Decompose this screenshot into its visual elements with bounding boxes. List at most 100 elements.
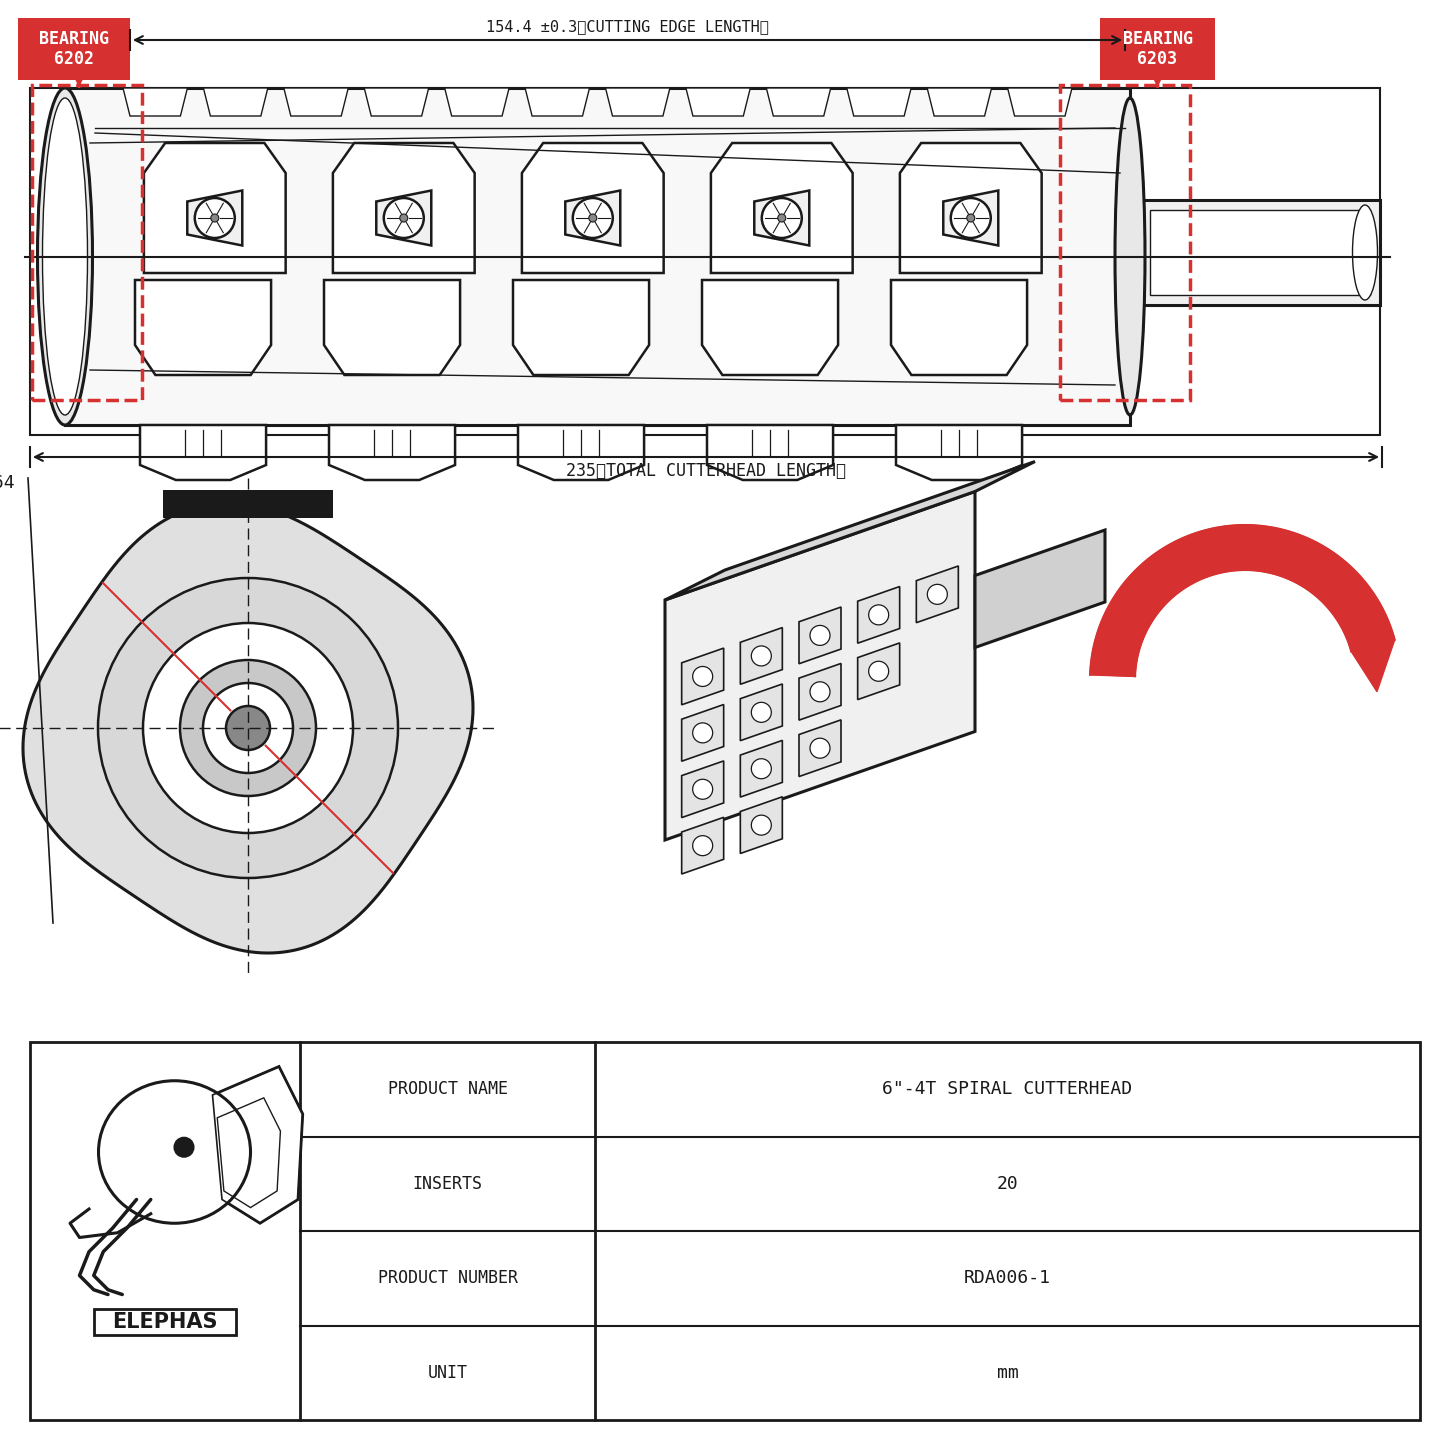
Ellipse shape <box>1353 205 1377 301</box>
Bar <box>163 490 332 517</box>
Polygon shape <box>565 191 620 246</box>
Polygon shape <box>324 280 460 376</box>
Text: ELEPHAS: ELEPHAS <box>113 1312 218 1332</box>
Bar <box>65 88 1130 425</box>
Text: BEARING
6202: BEARING 6202 <box>39 29 108 68</box>
Ellipse shape <box>42 98 88 415</box>
Bar <box>1150 210 1370 295</box>
Circle shape <box>692 779 712 799</box>
Polygon shape <box>740 627 782 685</box>
Circle shape <box>400 214 407 223</box>
Polygon shape <box>134 280 272 376</box>
Polygon shape <box>799 720 841 776</box>
Bar <box>1061 85 1191 400</box>
Polygon shape <box>364 88 429 116</box>
Polygon shape <box>445 88 509 116</box>
Text: INSERTS: INSERTS <box>412 1175 483 1192</box>
Circle shape <box>762 198 802 238</box>
Polygon shape <box>522 143 663 273</box>
Polygon shape <box>707 425 834 480</box>
Polygon shape <box>892 280 1027 376</box>
Text: 20: 20 <box>997 1175 1019 1192</box>
Ellipse shape <box>1116 98 1144 415</box>
Circle shape <box>751 759 772 779</box>
Circle shape <box>143 623 353 832</box>
Circle shape <box>951 198 991 238</box>
Polygon shape <box>847 88 912 116</box>
Circle shape <box>811 682 829 702</box>
Polygon shape <box>123 88 188 116</box>
Circle shape <box>98 578 397 879</box>
Polygon shape <box>858 587 900 643</box>
Bar <box>1130 199 1380 305</box>
Polygon shape <box>140 425 266 480</box>
Text: 235（TOTAL CUTTERHEAD LENGTH）: 235（TOTAL CUTTERHEAD LENGTH） <box>566 462 845 480</box>
Circle shape <box>572 198 613 238</box>
Polygon shape <box>702 280 838 376</box>
Polygon shape <box>665 491 975 840</box>
Polygon shape <box>332 143 474 273</box>
Circle shape <box>692 666 712 686</box>
Polygon shape <box>1007 88 1072 116</box>
Circle shape <box>181 660 316 796</box>
Polygon shape <box>376 191 431 246</box>
Bar <box>94 1309 236 1335</box>
Polygon shape <box>686 88 750 116</box>
Polygon shape <box>896 425 1022 480</box>
Text: 6"-4T SPIRAL CUTTERHEAD: 6"-4T SPIRAL CUTTERHEAD <box>883 1081 1133 1098</box>
Polygon shape <box>144 143 286 273</box>
Polygon shape <box>682 818 724 874</box>
Circle shape <box>692 835 712 855</box>
Polygon shape <box>329 425 455 480</box>
Polygon shape <box>188 191 243 246</box>
Circle shape <box>967 214 975 223</box>
Text: PRODUCT NAME: PRODUCT NAME <box>387 1081 507 1098</box>
Circle shape <box>225 707 270 750</box>
Text: UNIT: UNIT <box>428 1364 468 1381</box>
Circle shape <box>211 214 218 223</box>
Polygon shape <box>740 796 782 854</box>
Polygon shape <box>1090 525 1394 676</box>
Circle shape <box>751 702 772 722</box>
Bar <box>32 85 142 400</box>
Polygon shape <box>665 461 1035 600</box>
Circle shape <box>384 198 423 238</box>
Text: RDA006-1: RDA006-1 <box>964 1269 1051 1287</box>
Ellipse shape <box>98 1081 250 1224</box>
Polygon shape <box>525 88 590 116</box>
Polygon shape <box>513 280 649 376</box>
Polygon shape <box>900 143 1042 273</box>
Bar <box>1100 17 1215 79</box>
Polygon shape <box>23 503 473 954</box>
Circle shape <box>692 722 712 743</box>
Text: PRODUCT NUMBER: PRODUCT NUMBER <box>377 1269 517 1287</box>
Circle shape <box>588 214 597 223</box>
Polygon shape <box>517 425 644 480</box>
Text: BEARING
6203: BEARING 6203 <box>1123 29 1192 68</box>
Polygon shape <box>204 88 267 116</box>
Circle shape <box>175 1137 194 1157</box>
Polygon shape <box>682 705 724 762</box>
Text: 154.4 ±0.3（CUTTING EDGE LENGTH）: 154.4 ±0.3（CUTTING EDGE LENGTH） <box>486 19 769 35</box>
Text: mm: mm <box>997 1364 1019 1381</box>
Polygon shape <box>916 566 958 623</box>
Polygon shape <box>944 191 998 246</box>
Polygon shape <box>283 88 348 116</box>
Polygon shape <box>799 607 841 663</box>
Circle shape <box>811 738 829 759</box>
Ellipse shape <box>38 88 92 425</box>
Text: Ø64: Ø64 <box>0 474 16 491</box>
Circle shape <box>195 198 234 238</box>
Circle shape <box>777 214 786 223</box>
Circle shape <box>868 662 889 681</box>
Polygon shape <box>754 191 809 246</box>
Polygon shape <box>682 649 724 705</box>
Polygon shape <box>766 88 831 116</box>
Circle shape <box>811 626 829 646</box>
Bar <box>30 88 1380 435</box>
Circle shape <box>928 584 948 604</box>
Polygon shape <box>858 643 900 699</box>
Circle shape <box>868 605 889 624</box>
Circle shape <box>27 509 468 948</box>
Polygon shape <box>212 1066 303 1224</box>
